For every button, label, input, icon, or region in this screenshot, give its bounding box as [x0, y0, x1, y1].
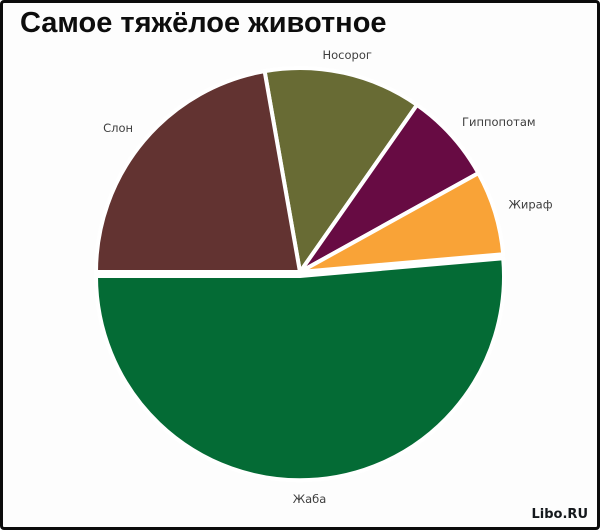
pie-slice-Носорог	[262, 66, 419, 274]
slice-label-Жираф: Жираф	[509, 197, 553, 211]
slice-label-Носорог: Носорог	[322, 48, 371, 62]
slice-label-Слон: Слон	[103, 121, 133, 135]
pie-slice-Слон	[94, 69, 302, 274]
pie-slice-Жираф	[298, 171, 506, 274]
pie-slice-Жаба	[94, 256, 506, 483]
pie-chart: Носорог Гиппопотам Жираф Жаба Слон	[94, 48, 553, 506]
chart-title: Самое тяжёлое животное	[20, 7, 387, 39]
slice-label-Жаба: Жаба	[293, 492, 327, 506]
watermark: Libo.RU	[531, 507, 588, 522]
slice-label-Гиппопотам: Гиппопотам	[462, 115, 536, 129]
